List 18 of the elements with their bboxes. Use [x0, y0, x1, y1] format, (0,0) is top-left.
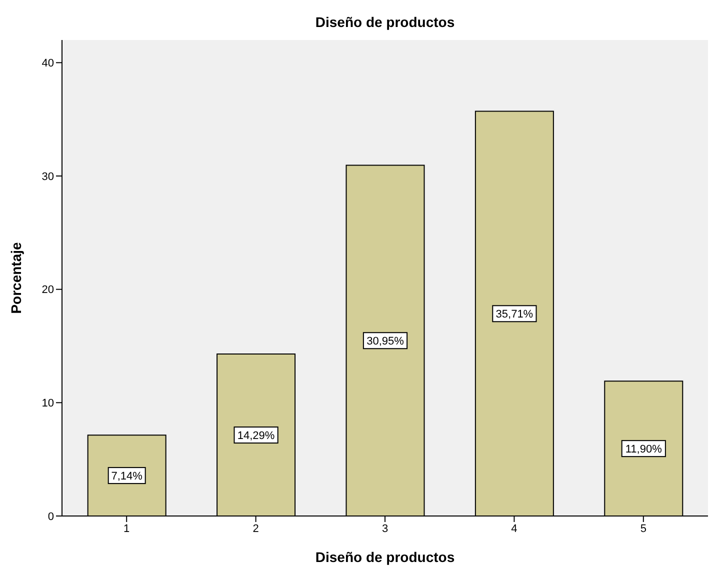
data-label: 35,71% [496, 308, 534, 321]
x-tick-label: 4 [511, 522, 518, 535]
data-label: 30,95% [366, 336, 404, 348]
chart-title: Diseño de productos [314, 14, 456, 30]
x-tick-label: 5 [640, 522, 646, 535]
x-tick-label: 1 [124, 522, 130, 535]
data-label: 7,14% [111, 470, 143, 483]
x-tick-label: 3 [382, 522, 388, 535]
y-tick-label: 30 [42, 170, 54, 183]
y-tick-label: 0 [48, 510, 54, 523]
y-tick-label: 20 [42, 284, 54, 296]
y-axis-title: Porcentaje [8, 242, 24, 314]
data-label: 14,29% [237, 430, 275, 442]
y-tick-label: 10 [42, 398, 54, 410]
y-tick-label: 40 [42, 58, 54, 70]
data-label: 11,90% [625, 444, 662, 456]
x-tick-label: 2 [252, 522, 259, 535]
x-axis-title: Diseño de productos [315, 549, 455, 565]
